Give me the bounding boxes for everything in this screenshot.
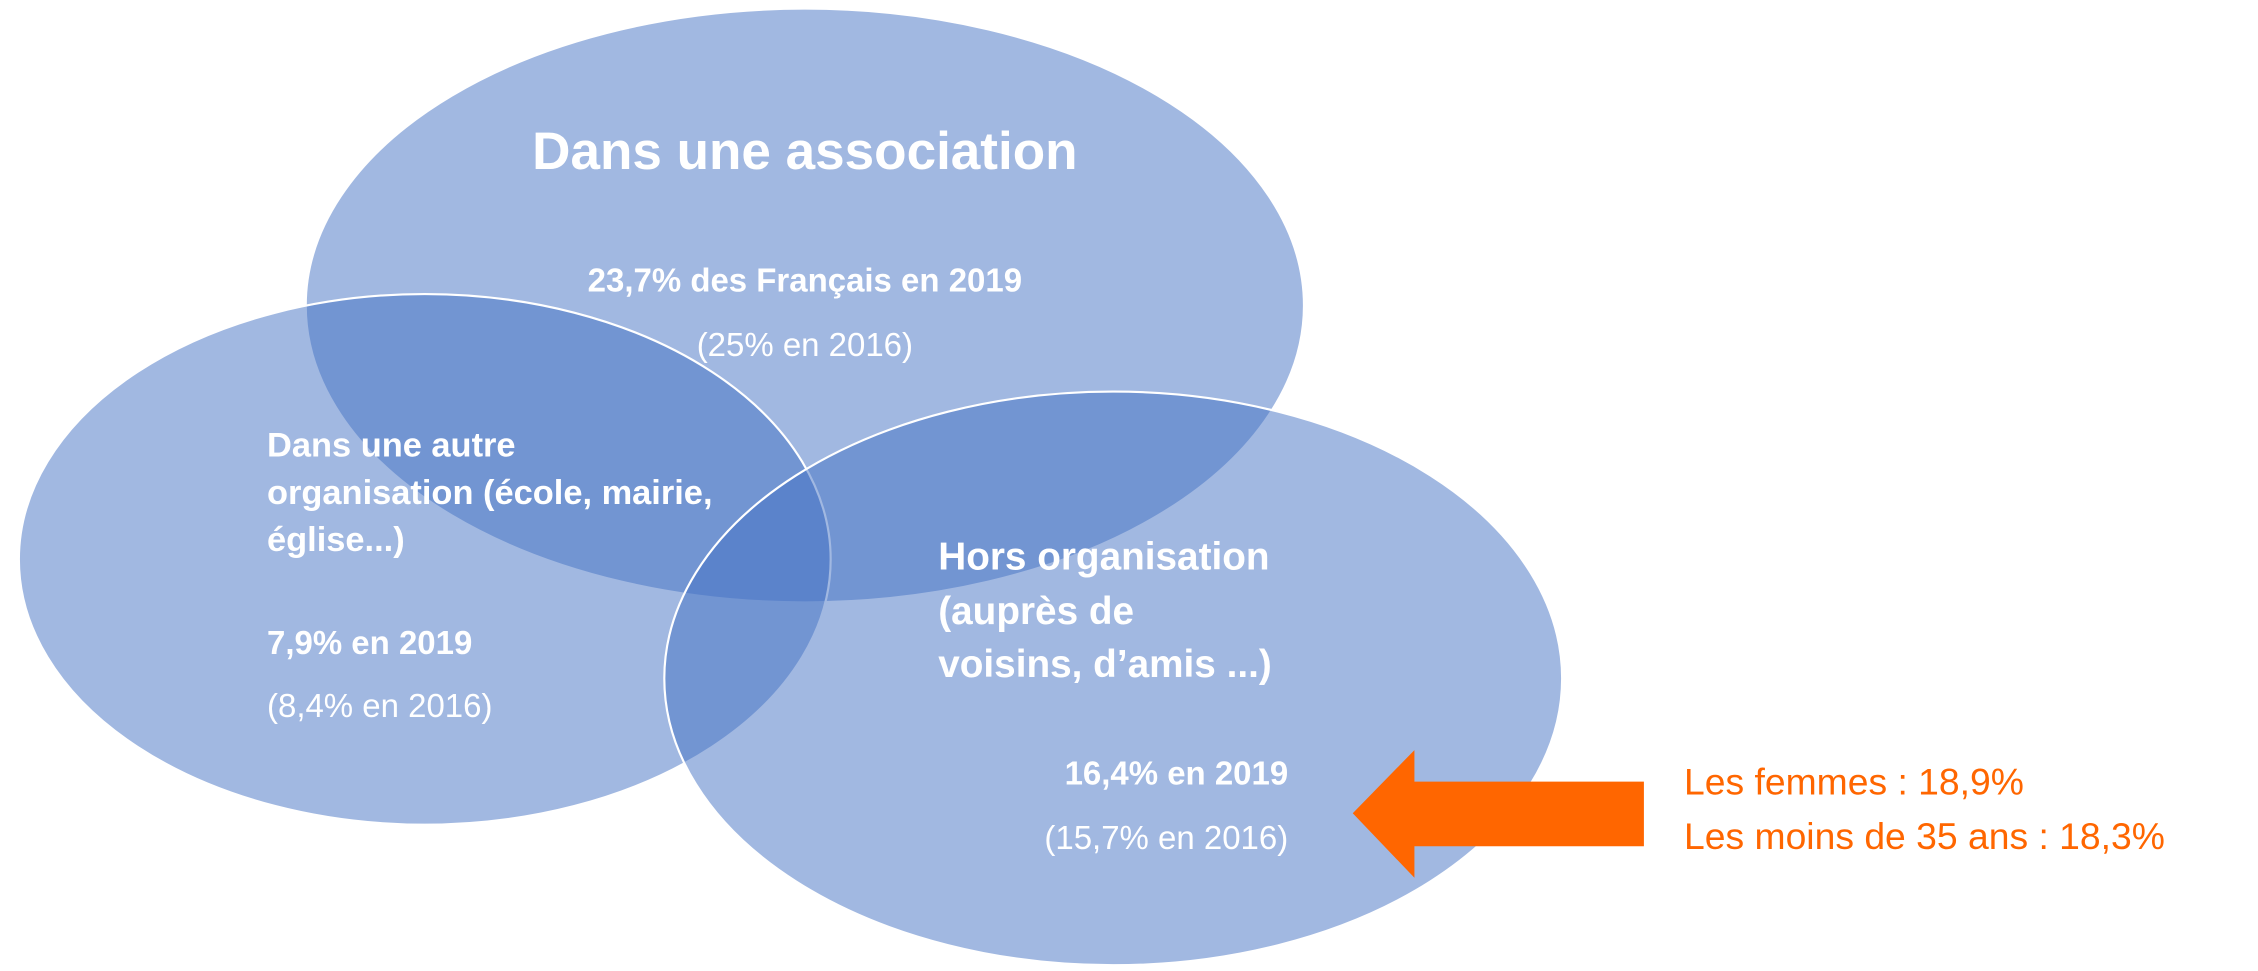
set-label: Hors organisation <box>938 536 1269 579</box>
note-line: Les femmes : 18,9% <box>1684 760 2024 802</box>
set-previous: (25% en 2016) <box>697 326 913 363</box>
set-label: Dans une autre <box>267 427 516 465</box>
set-label: église...) <box>267 521 405 559</box>
set-label: voisins, d’amis ...) <box>938 643 1272 686</box>
note-line: Les moins de 35 ans : 18,3% <box>1684 815 2165 857</box>
set-circle <box>663 390 1564 967</box>
set-value: 16,4% en 2019 <box>1065 755 1289 792</box>
set-value: 7,9% en 2019 <box>267 624 472 661</box>
set-title: Dans une association <box>532 122 1077 181</box>
set-previous: (8,4% en 2016) <box>267 687 492 724</box>
arrow <box>1352 750 1644 878</box>
set-label: organisation (école, mairie, <box>267 474 713 512</box>
set-label: (auprès de <box>938 590 1134 633</box>
set-value: 23,7% des Français en 2019 <box>588 261 1022 298</box>
set-previous: (15,7% en 2016) <box>1044 819 1288 856</box>
